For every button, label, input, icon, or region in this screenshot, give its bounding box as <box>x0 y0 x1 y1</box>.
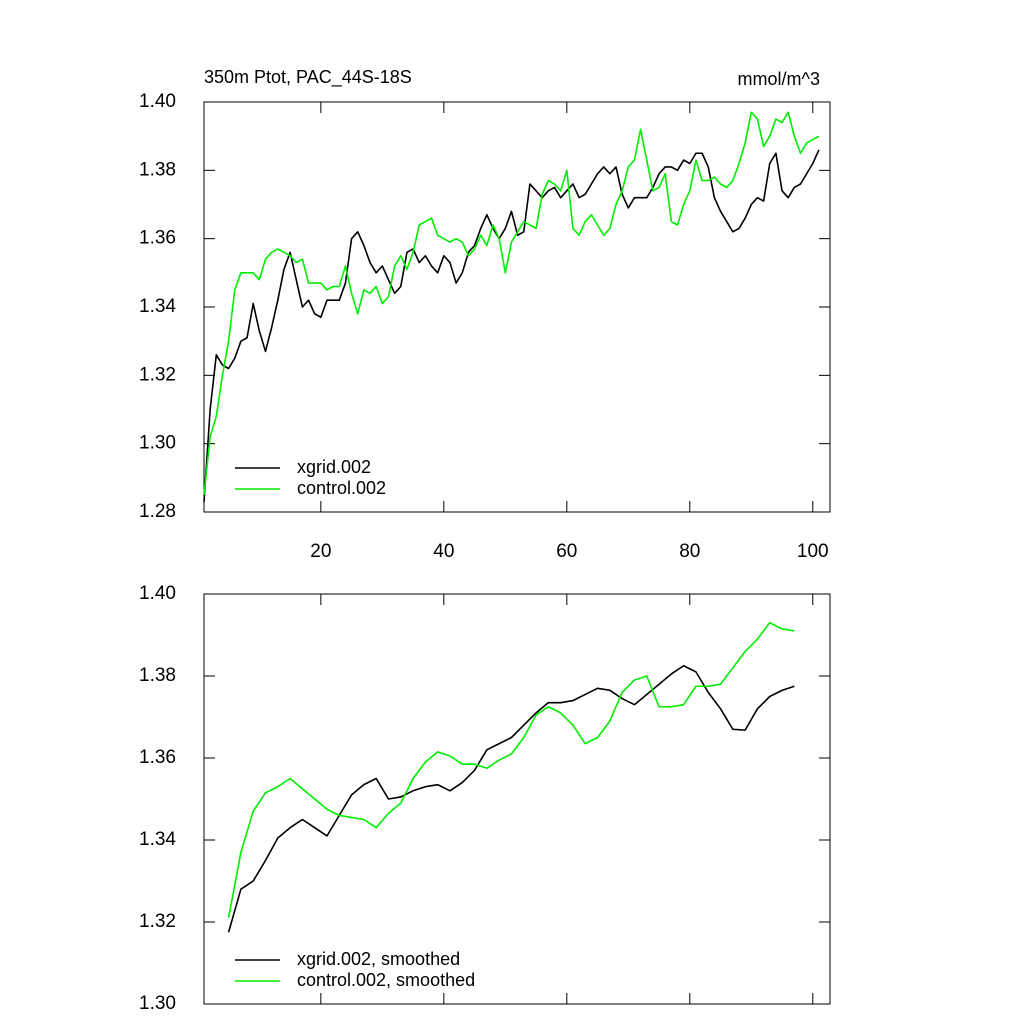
legend-label: xgrid.002 <box>297 457 371 477</box>
y-tick-label: 1.40 <box>139 583 176 604</box>
y-tick-label: 1.36 <box>139 747 176 768</box>
chart-title: 350m Ptot, PAC_44S-18S <box>204 67 412 88</box>
legend-label: control.002, smoothed <box>297 970 475 990</box>
y-tick-label: 1.36 <box>139 228 176 249</box>
y-tick-label: 1.38 <box>139 665 176 686</box>
y-tick-label: 1.32 <box>139 364 176 385</box>
y-tick-label: 1.34 <box>139 296 176 317</box>
y-tick-label: 1.28 <box>139 501 176 522</box>
plot-frame <box>203 593 831 1005</box>
units-label: mmol/m^3 <box>738 69 820 89</box>
x-tick-label: 40 <box>433 541 454 562</box>
y-tick-label: 1.40 <box>139 91 176 112</box>
y-tick-label: 1.34 <box>139 829 176 850</box>
y-tick-label: 1.30 <box>139 993 176 1014</box>
y-tick-label: 1.38 <box>139 159 176 180</box>
x-tick-label: 20 <box>310 541 331 562</box>
plot-frame <box>203 101 831 513</box>
x-tick-label: 60 <box>556 541 577 562</box>
series-line <box>203 149 820 502</box>
y-tick-label: 1.30 <box>139 433 176 454</box>
y-tick-label: 1.32 <box>139 911 176 932</box>
x-tick-label: 80 <box>679 541 700 562</box>
series-line <box>227 664 795 933</box>
x-tick-label: 100 <box>797 541 829 562</box>
series-line <box>227 621 795 919</box>
series-line <box>203 111 820 496</box>
legend-label: xgrid.002, smoothed <box>297 949 460 969</box>
legend-label: control.002 <box>297 478 386 498</box>
